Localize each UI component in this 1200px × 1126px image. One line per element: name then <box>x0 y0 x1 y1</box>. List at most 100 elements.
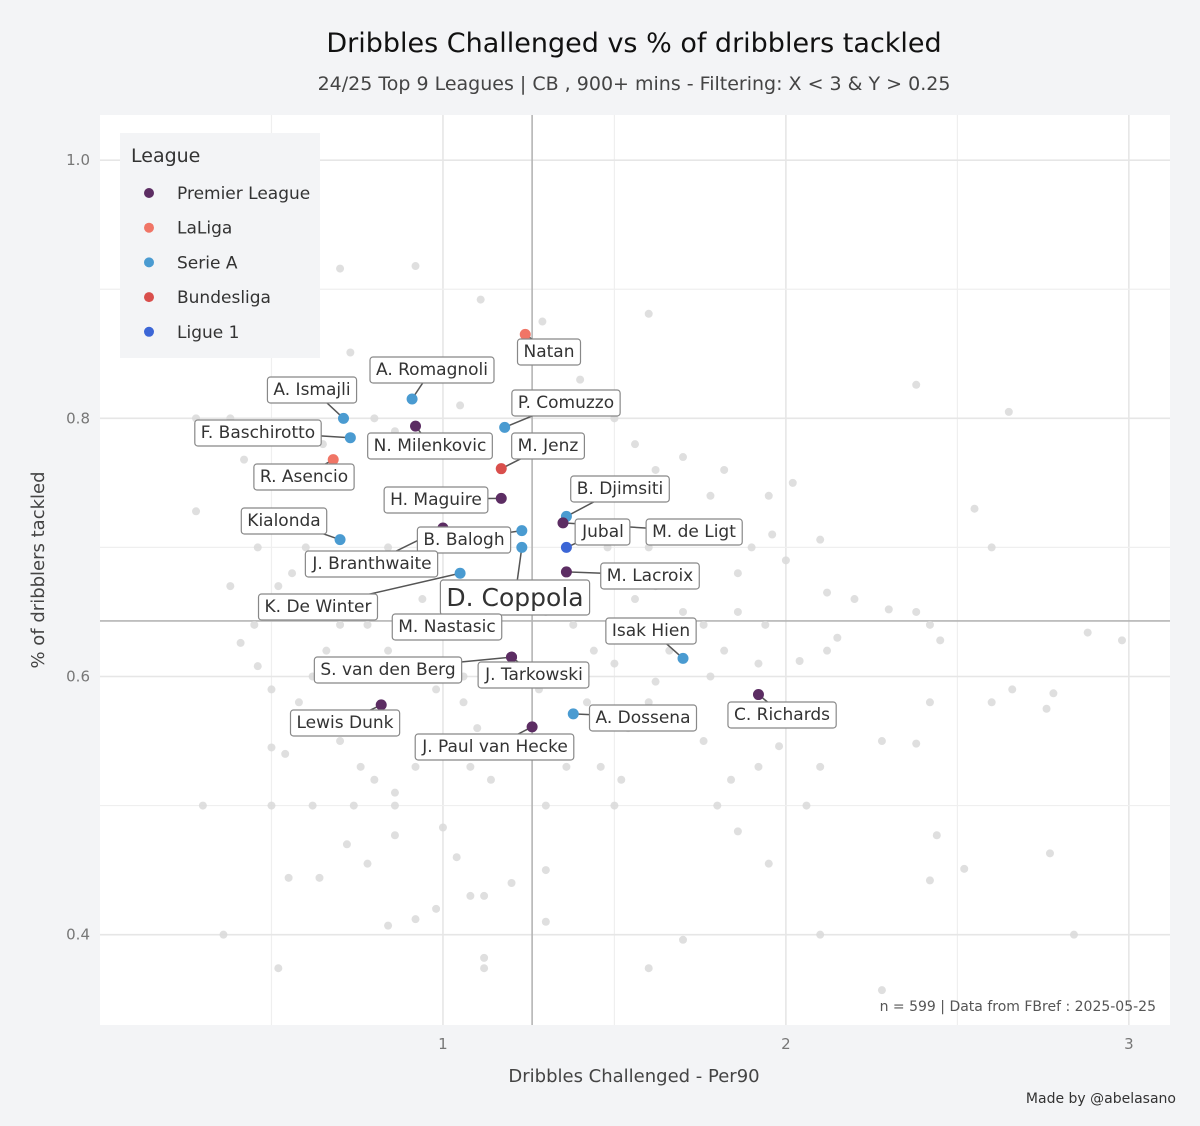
other-player-point <box>390 801 399 810</box>
player-label: H. Maguire <box>383 486 489 514</box>
player-label-text: Jubal <box>581 522 624 542</box>
other-player-point <box>823 646 832 655</box>
legend-item-label: Premier League <box>177 184 310 204</box>
other-player-point <box>925 876 934 885</box>
player-label-text: A. Ismajli <box>273 380 350 400</box>
highlighted-point <box>406 393 418 405</box>
legend-item-label: LaLiga <box>177 219 232 239</box>
other-player-point <box>816 930 825 939</box>
legend-title: League <box>131 145 200 167</box>
other-player-point <box>411 762 420 771</box>
other-player-point <box>936 636 945 645</box>
other-player-point <box>764 859 773 868</box>
other-player-point <box>219 930 228 939</box>
player-labels: Natan A. Romagnoli A. Ismajli P. Comuzzo N. … <box>194 338 837 761</box>
highlighted-point <box>344 432 356 444</box>
other-player-point <box>631 440 639 449</box>
other-player-point <box>226 582 235 591</box>
other-player-point <box>541 866 550 875</box>
other-player-point <box>432 904 441 913</box>
other-player-point <box>610 659 619 668</box>
y-axis-label: % of dribblers tackled <box>28 471 49 668</box>
highlighted-point <box>499 421 511 433</box>
player-label-text: S. van den Berg <box>320 660 455 680</box>
other-player-point <box>473 724 482 733</box>
player-label-box <box>391 613 503 641</box>
other-player-point <box>850 595 859 604</box>
other-player-point <box>438 823 447 832</box>
other-player-point <box>274 964 283 973</box>
other-player-point <box>562 762 571 771</box>
player-label-box <box>416 526 512 554</box>
highlighted-point <box>567 708 579 720</box>
highlighted-point <box>752 689 764 701</box>
other-player-point <box>1117 636 1126 645</box>
other-player-point <box>267 743 276 752</box>
player-label: K. De Winter <box>257 593 379 621</box>
data-note: n = 599 | Data from FBref : 2025-05-25 <box>880 999 1156 1015</box>
other-player-point <box>569 620 578 629</box>
other-player-point <box>507 879 516 888</box>
player-label: J. Paul van Hecke <box>414 733 575 761</box>
other-player-point <box>644 964 653 973</box>
y-tick-label: 1.0 <box>66 151 90 169</box>
player-label-box <box>511 432 585 460</box>
player-label: A. Romagnoli <box>369 356 495 384</box>
player-label-text: A. Dossena <box>596 708 691 728</box>
other-player-point <box>644 698 653 707</box>
other-player-point <box>288 569 297 578</box>
other-player-point <box>236 638 245 647</box>
highlighted-point <box>495 492 507 504</box>
other-player-point <box>411 262 420 271</box>
other-player-point <box>1069 930 1078 939</box>
other-player-point <box>733 607 742 616</box>
other-player-point <box>960 864 969 873</box>
player-label-text: F. Baschirotto <box>201 423 315 443</box>
y-tick-label: 0.4 <box>66 926 90 944</box>
player-label-box <box>588 704 698 732</box>
other-player-point <box>349 801 358 810</box>
player-label: M. de Ligt <box>645 518 743 546</box>
highlighted-point <box>516 541 528 553</box>
other-player-point <box>466 762 475 771</box>
player-label-box <box>253 463 355 491</box>
other-player-point <box>480 953 489 962</box>
other-player-point <box>582 698 591 707</box>
player-label-box <box>516 338 582 366</box>
player-label: C. Richards <box>727 701 837 729</box>
other-player-point <box>390 831 399 840</box>
other-player-point <box>390 788 399 797</box>
player-label-box <box>414 733 575 761</box>
other-player-point <box>459 698 468 707</box>
player-label-box <box>570 475 670 503</box>
highlighted-point <box>506 651 518 663</box>
other-player-point <box>576 375 585 384</box>
player-label: Natan <box>516 338 582 366</box>
player-label-box <box>313 656 463 684</box>
other-player-point <box>253 662 262 671</box>
other-player-point <box>720 646 729 655</box>
other-player-point <box>877 737 886 746</box>
player-label: Jubal <box>574 518 631 546</box>
legend-swatch <box>144 257 154 268</box>
other-player-point <box>644 309 653 318</box>
other-player-point <box>679 935 688 944</box>
other-player-point <box>816 535 825 544</box>
other-player-point <box>363 620 372 629</box>
other-player-point <box>970 504 979 513</box>
other-player-point <box>480 964 489 973</box>
other-player-point <box>198 801 207 810</box>
highlighted-point <box>375 699 387 711</box>
other-player-point <box>912 607 921 616</box>
other-player-point <box>384 921 393 930</box>
player-label: Isak Hien <box>605 617 697 645</box>
other-player-point <box>1045 849 1054 858</box>
other-player-point <box>308 801 317 810</box>
player-label: M. Lacroix <box>600 562 700 590</box>
legend: League Premier League LaLiga Serie A Bundesl… <box>120 133 320 358</box>
highlighted-point <box>516 525 528 537</box>
other-player-point <box>720 465 729 474</box>
other-player-point <box>651 465 660 474</box>
legend-swatch <box>144 326 154 337</box>
other-player-point <box>768 530 777 539</box>
